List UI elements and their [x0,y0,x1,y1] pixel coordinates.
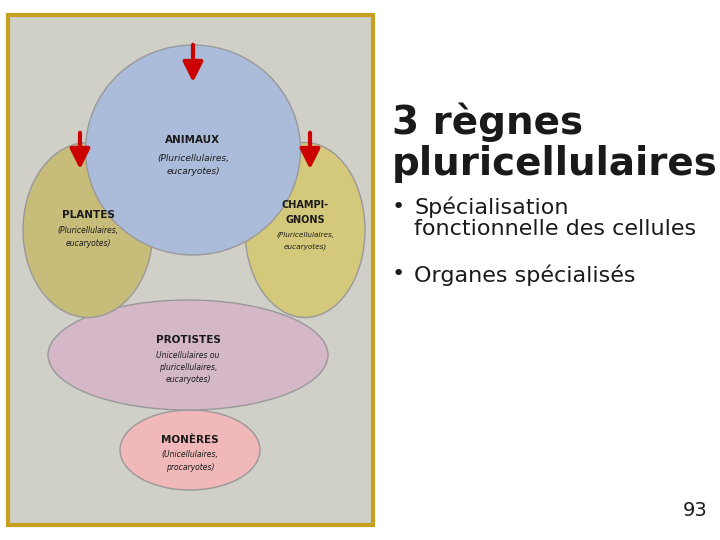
Text: eucaryotes): eucaryotes) [166,375,211,383]
Text: Unicellulaires ou: Unicellulaires ou [156,350,220,360]
Ellipse shape [23,143,153,318]
Text: •: • [392,197,405,217]
Text: procaryotes): procaryotes) [166,462,215,471]
Text: PLANTES: PLANTES [62,210,114,220]
Text: PROTISTES: PROTISTES [156,335,220,345]
Text: 3 règnes: 3 règnes [392,102,583,141]
Text: (Pluricellulaires,: (Pluricellulaires, [157,153,229,163]
Text: (Pluricellulaires,: (Pluricellulaires, [276,232,334,238]
Text: •: • [392,264,405,284]
Text: eucaryotes): eucaryotes) [166,167,220,177]
Text: eucaryotes): eucaryotes) [284,244,327,251]
Text: (Pluricellulaires,: (Pluricellulaires, [58,226,119,234]
Ellipse shape [86,45,300,255]
Text: CHAMPI-: CHAMPI- [282,200,328,210]
Text: MONÈRES: MONÈRES [161,435,219,445]
Text: 93: 93 [683,501,708,520]
Ellipse shape [120,410,260,490]
Text: Organes spécialisés: Organes spécialisés [414,264,636,286]
Text: pluricellulaires,: pluricellulaires, [159,362,217,372]
Text: ANIMAUX: ANIMAUX [166,135,220,145]
Text: pluricellulaires: pluricellulaires [392,145,718,183]
Text: Spécialisation: Spécialisation [414,197,569,219]
Ellipse shape [245,143,365,318]
FancyBboxPatch shape [8,15,373,525]
Text: (Unicellulaires,: (Unicellulaires, [161,450,218,460]
Ellipse shape [48,300,328,410]
Text: eucaryotes): eucaryotes) [66,239,111,247]
Text: fonctionnelle des cellules: fonctionnelle des cellules [414,219,696,239]
Text: GNONS: GNONS [285,215,325,225]
